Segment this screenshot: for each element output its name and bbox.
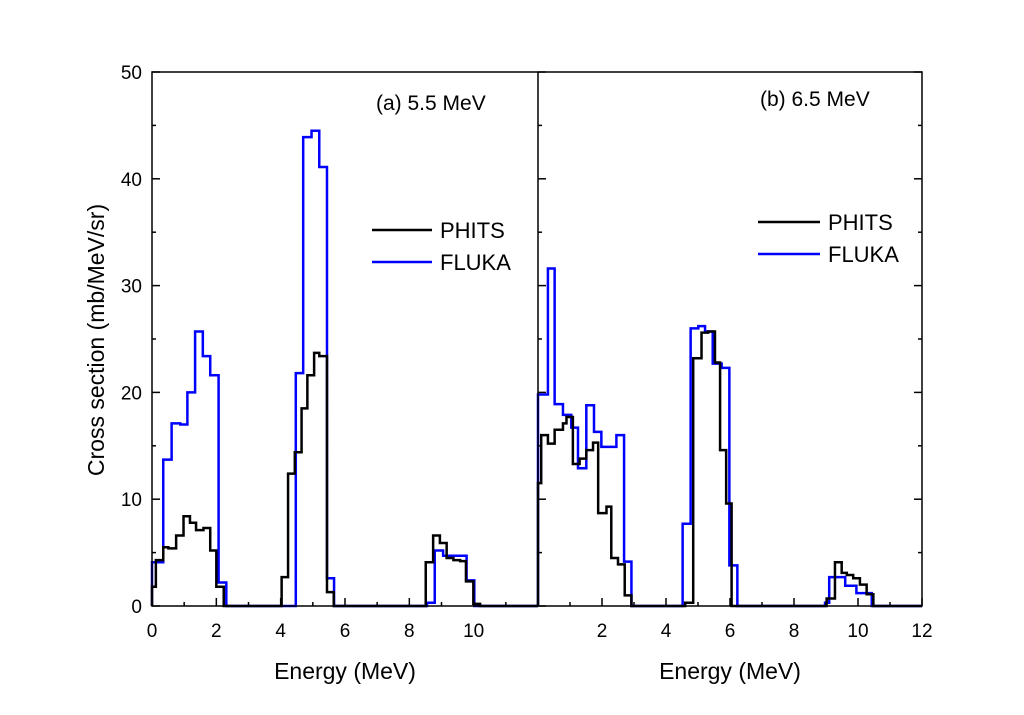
y-tick-label: 30 xyxy=(121,277,142,298)
series-fluka-panel-b xyxy=(536,267,922,608)
legend-b: PHITS FLUKA xyxy=(758,210,899,267)
legend-a-phits-label: PHITS xyxy=(440,218,505,243)
x-tick-label: 4 xyxy=(275,621,286,642)
x-tick-label: 10 xyxy=(463,621,484,642)
series-phits-panel-a xyxy=(150,351,538,608)
y-tick-label: 40 xyxy=(121,170,142,191)
y-tick-label: 20 xyxy=(121,383,142,404)
series-fluka-panel-a xyxy=(150,129,538,608)
x-tick-label: 8 xyxy=(789,621,800,642)
x-tick-label: 0 xyxy=(147,621,158,642)
x-tick-label: 8 xyxy=(404,621,415,642)
legend-a: PHITS FLUKA xyxy=(372,218,511,275)
legend-b-fluka-label: FLUKA xyxy=(828,242,899,267)
y-axis-title: Cross section (mb/MeV/sr) xyxy=(83,204,109,476)
x-tick-label: 12 xyxy=(911,621,932,642)
panel-a-annotation: (a) 5.5 MeV xyxy=(376,92,486,115)
x-axis-title-a: Energy (MeV) xyxy=(274,658,416,684)
y-tick-label: 50 xyxy=(121,63,142,84)
x-tick-label: 2 xyxy=(211,621,222,642)
y-tick-label: 10 xyxy=(121,490,142,511)
x-tick-label: 6 xyxy=(340,621,351,642)
x-tick-label: 6 xyxy=(725,621,736,642)
legend-a-fluka-label: FLUKA xyxy=(440,250,511,275)
x-tick-label: 2 xyxy=(597,621,608,642)
x-tick-label: 4 xyxy=(661,621,672,642)
x-tick-label: 10 xyxy=(847,621,868,642)
x-axis-title-b: Energy (MeV) xyxy=(659,658,801,684)
legend-b-phits-label: PHITS xyxy=(828,210,893,235)
y-tick-label: 0 xyxy=(131,597,142,618)
panel-b-annotation: (b) 6.5 MeV xyxy=(760,88,870,111)
